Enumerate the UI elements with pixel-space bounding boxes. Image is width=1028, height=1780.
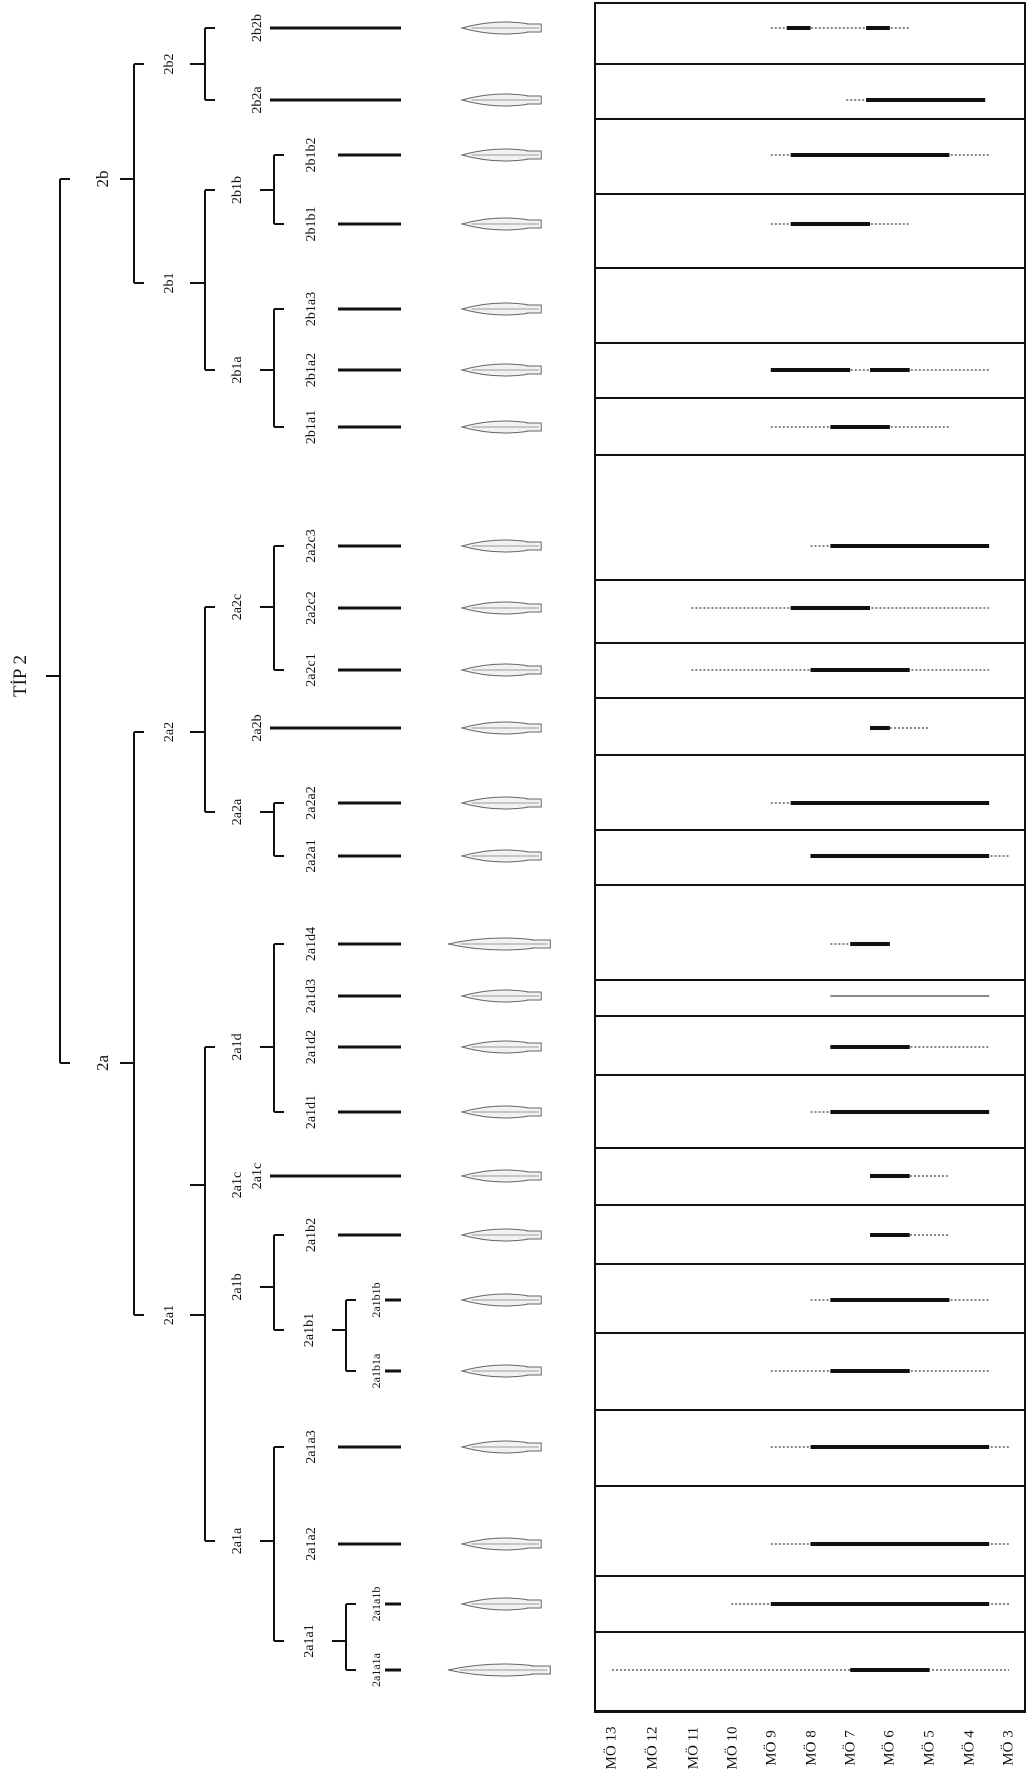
leaf-label-2a1d4: 2a1d4 [304,926,319,962]
leaf-label-2b1a1: 2b1a1 [304,409,319,445]
leaf-label-2a1b1a: 2a1b1a [369,1353,383,1389]
leaf-label-2a2a2: 2a2a2 [304,786,319,820]
node-label-2b: 2b [93,170,112,188]
leaf-label-2b1b2: 2b1b2 [304,137,319,173]
leaf-label-2a2c3: 2a2c3 [304,529,319,563]
leaf-label-2a1b2: 2a1b2 [304,1217,319,1253]
axis-tick-label: MÖ 3 [1000,1730,1017,1766]
leaf-label-2a2c2: 2a2c2 [304,591,319,625]
axis-tick-label: MÖ 5 [921,1730,938,1766]
axis-tick-label: MÖ 4 [961,1730,978,1766]
node-label-2a1b1: 2a1b1 [302,1312,317,1348]
node-label-2b1: 2b1 [162,272,177,294]
node-label-2a2a: 2a2a [230,798,245,826]
leaf-label-2a1c: 2a1c [250,1162,265,1190]
axis-tick-label: MÖ 11 [685,1726,702,1770]
node-label-2a2c: 2a2c [230,593,245,621]
axis-tick-label: MÖ 12 [644,1726,661,1770]
leaf-label-2a1a1a: 2a1a1a [369,1653,383,1687]
leaf-label-2a1b1b: 2a1b1b [369,1282,383,1318]
leaf-label-2b2b: 2b2b [250,14,265,42]
axis-tick-label: MÖ 8 [803,1730,820,1766]
leaf-label-2a1d2: 2a1d2 [304,1029,319,1065]
node-label-2a1a1: 2a1a1 [302,1624,317,1658]
node-label-2b1b: 2b1b [230,176,245,204]
leaf-label-2a1a1b: 2a1a1b [369,1586,383,1622]
leaf-label-2a1d1: 2a1d1 [304,1094,319,1130]
type-title: TİP 2 [10,654,31,698]
leaf-label-2a2a1: 2a2a1 [304,839,319,873]
leaf-label-2b2a: 2b2a [250,86,265,114]
leaf-label-2b1a3: 2b1a3 [304,291,319,327]
axis-tick-label: MÖ 13 [603,1726,620,1770]
node-label-2a1c: 2a1c [230,1171,245,1199]
leaf-label-2a1d3: 2a1d3 [304,978,319,1014]
node-label-2a2: 2a2 [162,721,177,743]
node-label-2b1a: 2b1a [230,356,245,384]
node-label-2a1: 2a1 [162,1304,177,1326]
node-label-2a1d: 2a1d [230,1033,245,1061]
axis-tick-label: MÖ 9 [763,1730,780,1766]
leaf-label-2a2b: 2a2b [250,714,265,742]
chronology-chart-frame [594,2,1026,1712]
axis-tick-label: MÖ 6 [881,1730,898,1766]
axis-tick-label: MÖ 10 [724,1726,741,1770]
node-label-2a1a: 2a1a [230,1527,245,1555]
leaf-label-2a1a3: 2a1a3 [304,1430,319,1464]
leaf-label-2a2c1: 2a2c1 [304,653,319,687]
node-label-2b2: 2b2 [162,53,177,75]
node-label-2a: 2a [93,1054,112,1072]
node-label-2a1b: 2a1b [230,1273,245,1301]
leaf-label-2b1b1: 2b1b1 [304,206,319,242]
leaf-label-2b1a2: 2b1a2 [304,352,319,388]
axis-tick-label: MÖ 7 [842,1730,859,1766]
leaf-label-2a1a2: 2a1a2 [304,1527,319,1561]
